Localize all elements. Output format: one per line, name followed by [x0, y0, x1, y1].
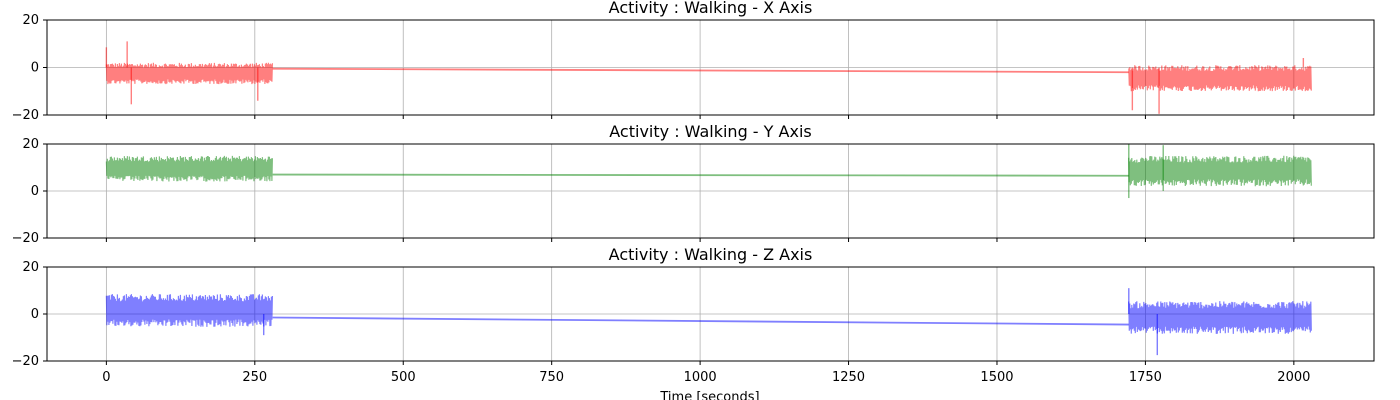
y-tick-label: −20: [12, 231, 39, 246]
signal-segment: [105, 294, 273, 327]
signal-gap-line: [272, 316, 1129, 326]
x-tick-label: 0: [102, 370, 110, 385]
subplot-title: Activity : Walking - X Axis: [609, 0, 813, 17]
y-tick-label: 20: [22, 260, 39, 275]
signal-segment: [105, 155, 273, 182]
subplot-3: Activity : Walking - Z Axis −20 0 20 0 250 500…: [12, 245, 1375, 385]
subplot-title: Activity : Walking - Y Axis: [609, 122, 811, 141]
x-axis-label: Time [seconds]: [659, 390, 759, 400]
x-tick-label: 1500: [980, 370, 1013, 385]
y-tick-label: −20: [12, 108, 39, 123]
x-tick-label: 750: [539, 370, 564, 385]
signal-gap-line: [272, 173, 1129, 177]
x-tick-label: 250: [242, 370, 267, 385]
signal-segment: [105, 62, 273, 85]
y-tick-label: 0: [31, 307, 39, 322]
subplots: Activity : Walking - X Axis−20020Activit…: [12, 0, 1375, 385]
y-tick-label: 0: [31, 61, 39, 76]
x-tick-label: 2000: [1277, 370, 1310, 385]
subplot-title: Activity : Walking - Z Axis: [609, 245, 813, 264]
y-tick-label: 20: [22, 13, 39, 28]
x-tick-label: 1750: [1129, 370, 1162, 385]
y-tick-label: −20: [12, 354, 39, 369]
x-tick-label: 500: [391, 370, 416, 385]
signal-gap-line: [272, 67, 1129, 74]
y-tick-label: 0: [31, 184, 39, 199]
signal-segment: [1128, 301, 1312, 334]
signal-segment: [1128, 155, 1312, 187]
x-tick-label: 1000: [684, 370, 717, 385]
subplot-2: Activity : Walking - Y Axis −20 0 20: [12, 122, 1375, 246]
y-tick-label: 20: [22, 137, 39, 152]
subplot-1: Activity : Walking - X Axis −20 0 20: [12, 0, 1375, 123]
x-tick-label: 1250: [832, 370, 865, 385]
